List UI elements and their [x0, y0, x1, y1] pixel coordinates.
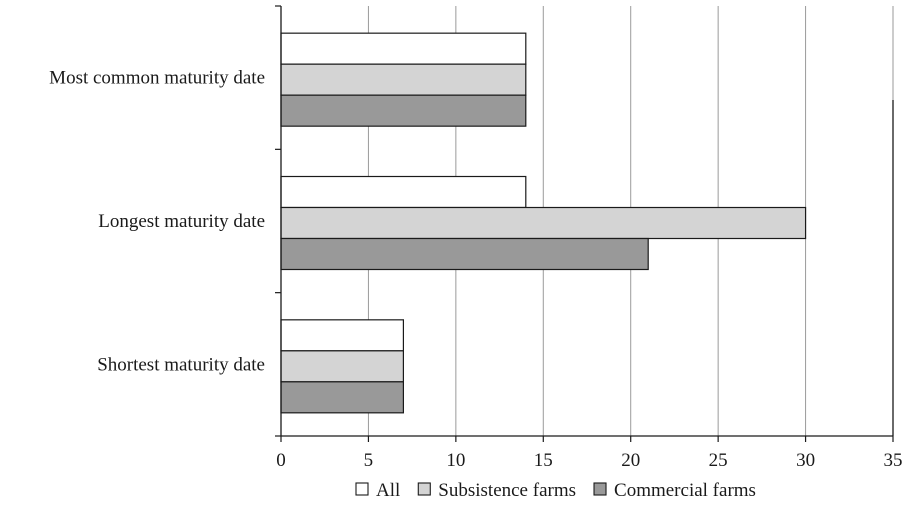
x-tick-label: 0: [276, 450, 286, 471]
bar: [280, 206, 807, 240]
legend: All Subsistence farms Commercial farms: [355, 480, 756, 501]
legend-label: Commercial farms: [614, 480, 756, 501]
legend-label: All: [376, 480, 400, 501]
bar: [280, 94, 527, 127]
legend-swatch: [355, 482, 369, 496]
bar-marks: [280, 32, 807, 414]
x-tick-label: 20: [621, 450, 640, 471]
axes: [275, 5, 894, 442]
bar: [280, 237, 649, 271]
x-tick-label: 5: [364, 450, 374, 471]
x-tick-label: 25: [709, 450, 728, 471]
bar: [280, 175, 527, 209]
x-tick-label: 10: [446, 450, 465, 471]
category-label: Most common maturity date: [49, 68, 265, 89]
bar: [280, 381, 405, 414]
category-label: Shortest maturity date: [97, 354, 265, 375]
legend-swatch: [593, 482, 607, 496]
axis-labels: Most common maturity date Longest maturit…: [49, 68, 902, 471]
bar: [280, 32, 527, 65]
bar: [280, 350, 405, 383]
category-label: Longest maturity date: [98, 211, 265, 232]
legend-label: Subsistence farms: [438, 480, 576, 501]
bar: [280, 63, 527, 96]
x-tick-label: 30: [796, 450, 815, 471]
legend-swatch: [417, 482, 431, 496]
bar: [280, 319, 405, 352]
x-tick-label: 15: [534, 450, 553, 471]
x-tick-label: 35: [884, 450, 903, 471]
